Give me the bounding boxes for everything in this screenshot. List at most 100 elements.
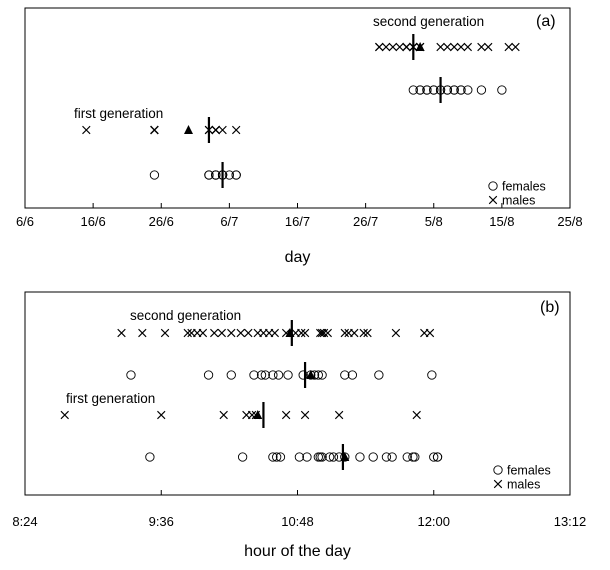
male-point [150, 125, 159, 135]
male-point [218, 125, 227, 135]
male-point [117, 328, 126, 338]
female-point [237, 452, 248, 462]
x-tick-label: 15/8 [489, 214, 514, 229]
mean-triangle [340, 452, 350, 461]
female-point [422, 85, 432, 95]
female-point [317, 452, 327, 462]
x-axis-label: day [285, 249, 311, 266]
female-point [429, 85, 439, 95]
male-point [449, 42, 459, 52]
female-point [317, 370, 327, 380]
male-point [323, 328, 332, 338]
legend-label-females: females [502, 180, 546, 194]
female-point [387, 452, 397, 462]
female-point [427, 370, 437, 380]
female-point [325, 452, 335, 462]
female-point [260, 370, 270, 380]
male-point [219, 410, 228, 420]
mean-triangle [184, 125, 193, 134]
male-point [511, 42, 520, 52]
x-tick-label: 10:48 [281, 514, 314, 529]
x-tick-label: 16/7 [285, 214, 310, 229]
male-point [402, 42, 411, 52]
mean-triangle [253, 410, 263, 419]
mean-triangle [415, 42, 425, 51]
male-point [316, 328, 325, 338]
female-point [374, 370, 384, 380]
male-point [281, 410, 291, 420]
generation-label: second generation [130, 308, 241, 323]
female-point [402, 452, 412, 462]
female-point [432, 452, 443, 462]
female-point [294, 452, 305, 462]
female-point [410, 452, 420, 462]
female-point [231, 170, 241, 180]
series-circle [126, 362, 437, 388]
x-tick-label: 12:00 [417, 514, 450, 529]
female-point [211, 170, 221, 180]
female-point [249, 370, 259, 380]
male-point [211, 125, 220, 135]
panel-label: (a) [536, 13, 556, 30]
series-x [60, 402, 421, 428]
series-x [375, 34, 520, 60]
mean-triangle [285, 328, 295, 337]
male-point [375, 42, 384, 52]
female-point [497, 85, 507, 95]
male-point [381, 42, 391, 52]
female-point [340, 370, 350, 380]
x-tick-label: 16/6 [80, 214, 105, 229]
generation-label: second generation [373, 14, 484, 29]
series-circle [145, 444, 443, 470]
panel-label: (b) [540, 299, 560, 316]
male-point [60, 410, 69, 420]
male-point [477, 42, 486, 52]
legend-female-marker [488, 181, 498, 191]
female-point [283, 370, 293, 380]
female-point [268, 452, 278, 462]
female-point [204, 170, 214, 180]
legend-male-marker [493, 479, 503, 489]
male-point [160, 328, 170, 338]
male-point [217, 328, 226, 338]
series-x [82, 117, 241, 143]
male-point [443, 42, 452, 52]
male-point [297, 328, 306, 338]
legend [488, 181, 498, 205]
male-point [463, 42, 473, 52]
female-point [226, 370, 236, 380]
series-x [117, 320, 435, 346]
male-point [388, 42, 398, 52]
male-point [270, 328, 279, 338]
female-point [381, 452, 392, 462]
female-point [145, 452, 155, 462]
male-point [391, 328, 401, 338]
male-point [300, 328, 310, 338]
female-point [355, 452, 365, 462]
x-axis-label: hour of the day [244, 543, 351, 560]
male-point [244, 328, 253, 338]
series-circle [408, 77, 507, 103]
female-point [273, 370, 284, 380]
female-point [302, 452, 312, 462]
female-point [268, 370, 278, 380]
female-point [449, 85, 459, 95]
male-point [359, 328, 368, 338]
male-point [236, 328, 245, 338]
female-point [476, 85, 487, 95]
legend-female-marker [493, 465, 503, 475]
male-point [198, 328, 208, 338]
legend-label-females: females [507, 464, 551, 478]
x-tick-label: 13:12 [554, 514, 587, 529]
male-point [340, 328, 349, 338]
x-tick-label: 9:36 [149, 514, 174, 529]
legend [493, 465, 503, 489]
male-point [436, 42, 445, 52]
female-point [256, 370, 267, 380]
x-tick-label: 6/7 [220, 214, 238, 229]
female-point [408, 452, 418, 462]
x-tick-label: 6/6 [16, 214, 34, 229]
male-point [456, 42, 466, 52]
